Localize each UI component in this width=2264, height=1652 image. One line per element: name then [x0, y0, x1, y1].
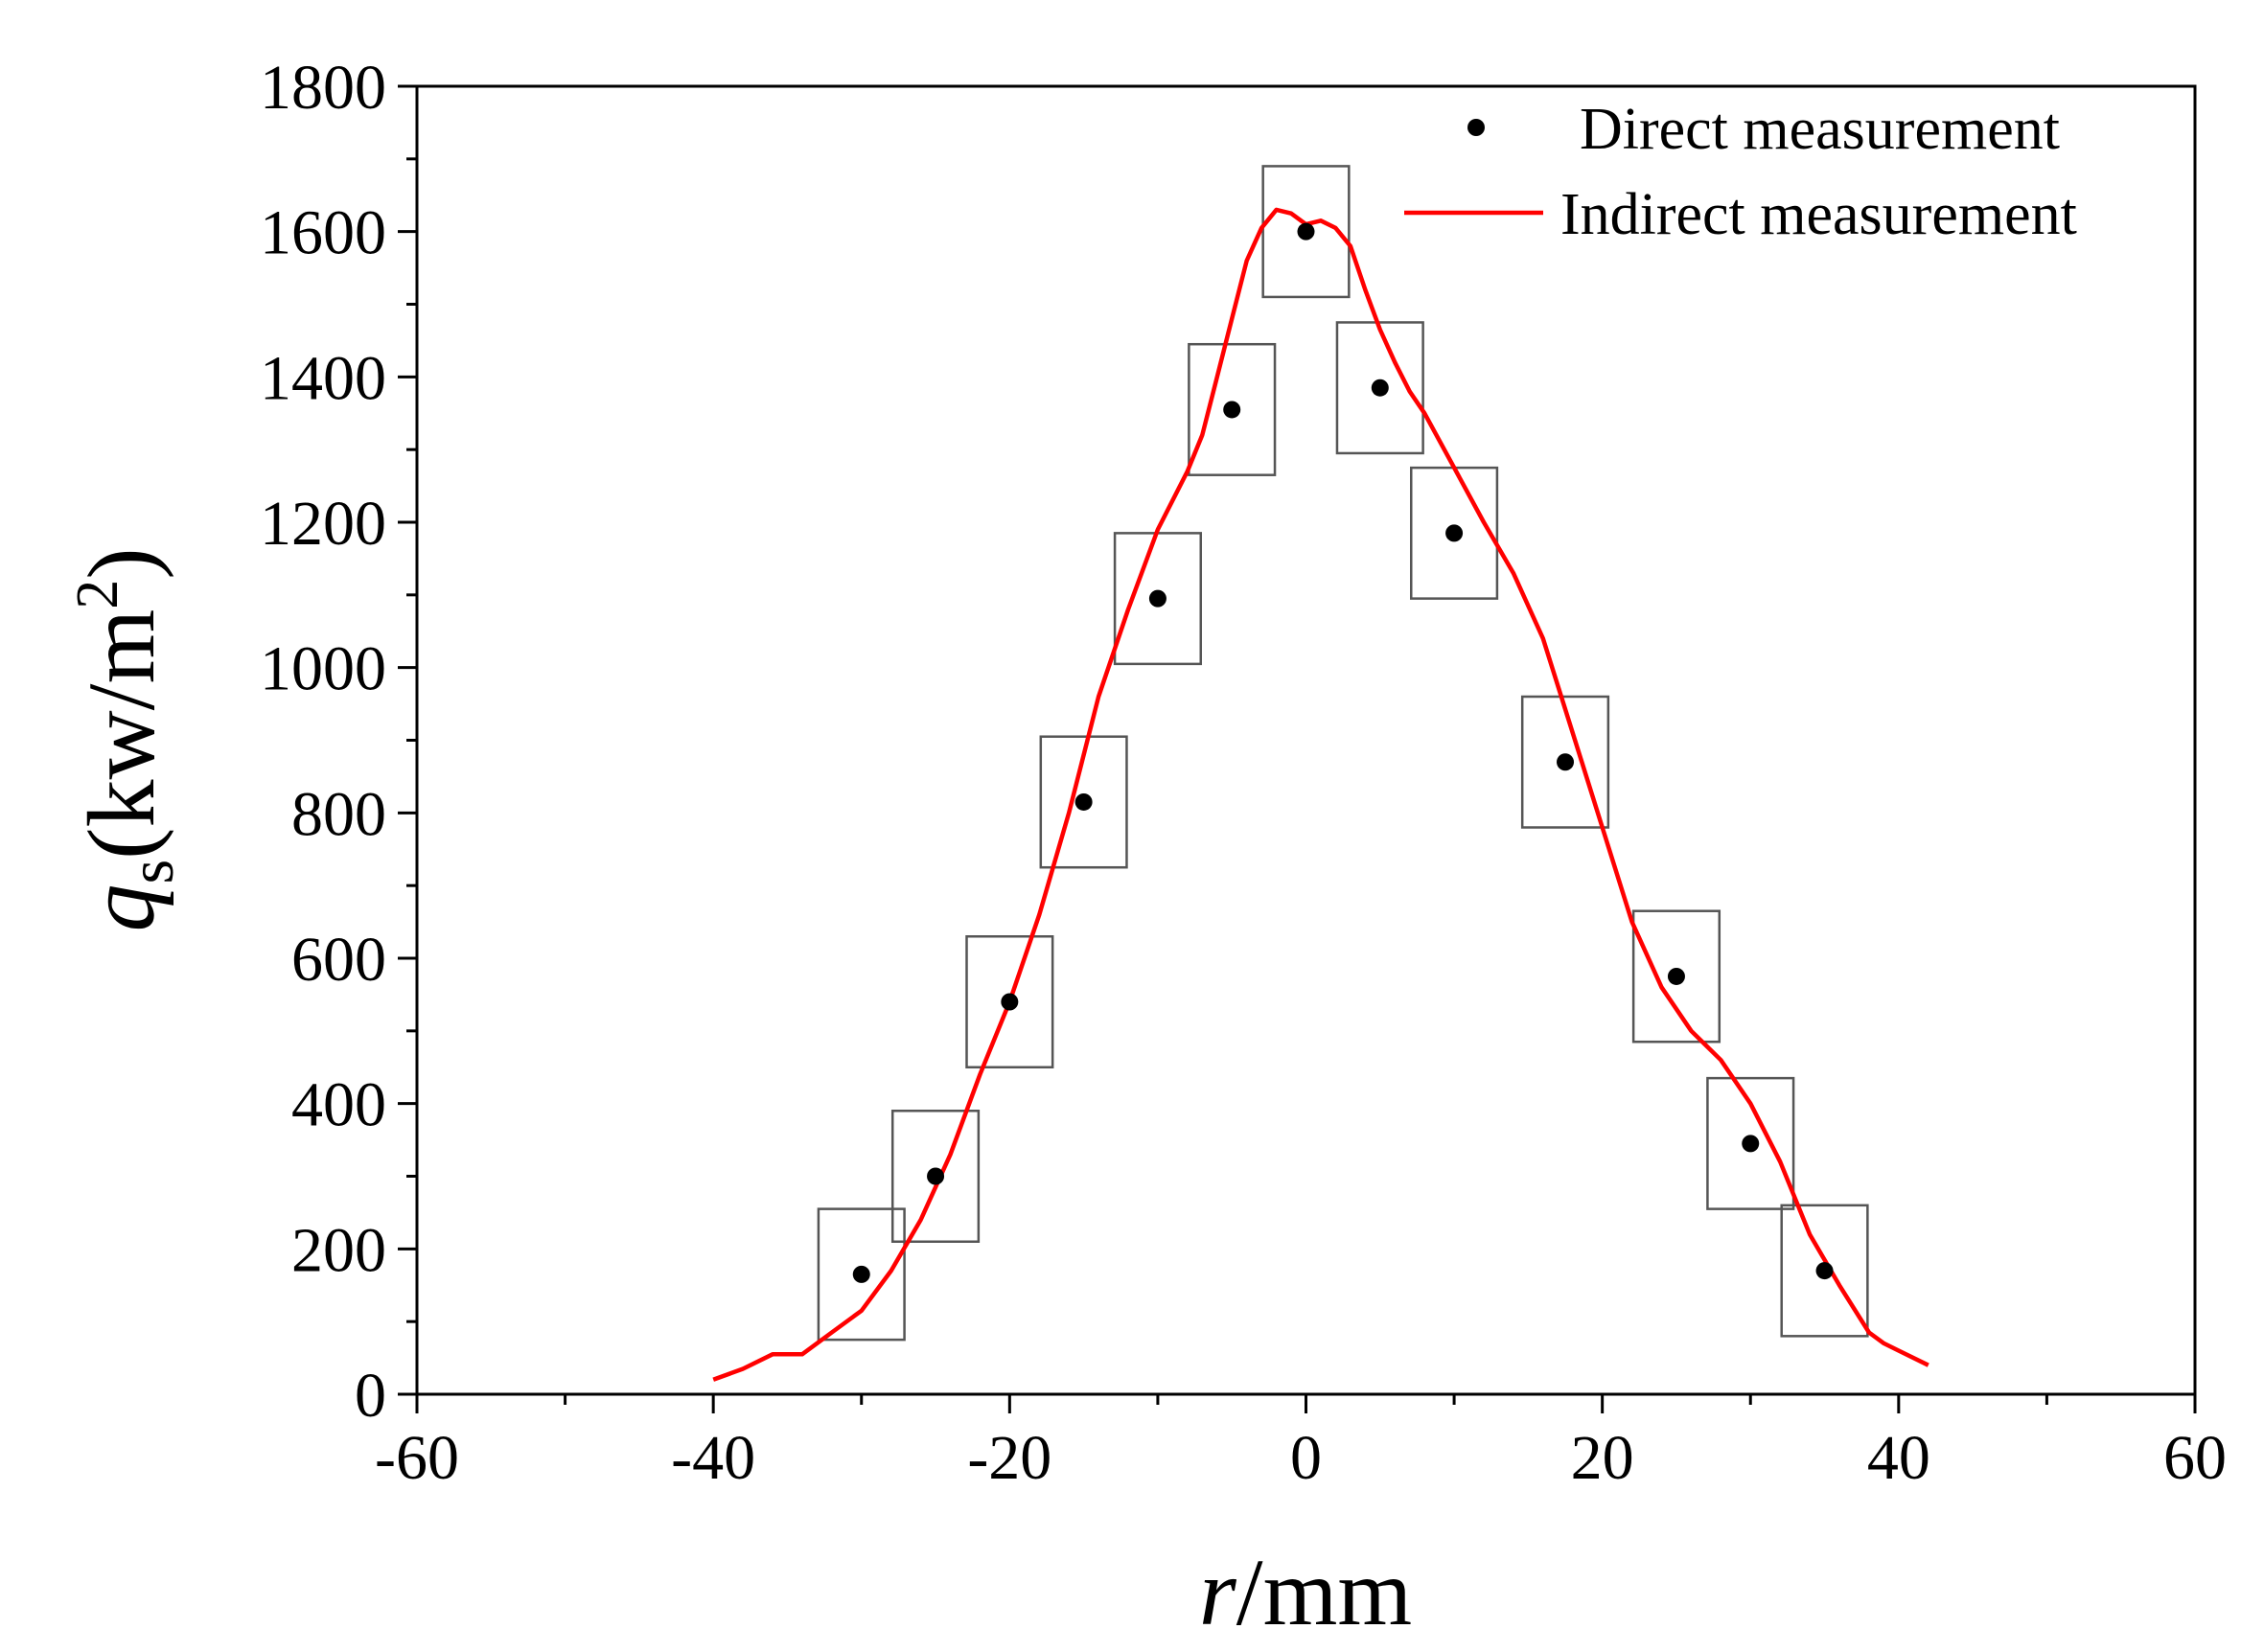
- x-tick-label: -60: [375, 1423, 459, 1493]
- y-tick-label: 800: [291, 779, 386, 849]
- direct-measurement-point: [1557, 753, 1575, 771]
- measurement-box: [1039, 735, 1128, 869]
- direct-measurement-point: [1148, 589, 1167, 608]
- measurement-box: [1706, 1076, 1795, 1210]
- direct-measurement-point: [1742, 1135, 1760, 1153]
- measurement-box: [1631, 909, 1721, 1044]
- measurement-box: [1780, 1204, 1869, 1338]
- direct-measurement-point: [852, 1265, 870, 1283]
- direct-measurement-point: [927, 1167, 945, 1185]
- x-tick-label: 40: [1867, 1423, 1930, 1493]
- x-axis-title: r/mm: [1199, 1539, 1412, 1645]
- y-axis-title: qs(kw/m2): [65, 547, 187, 931]
- direct-measurement-point: [1667, 967, 1685, 985]
- direct-measurement-point: [1001, 993, 1019, 1011]
- direct-measurement-point: [1371, 379, 1389, 397]
- x-tick-label: -40: [671, 1423, 755, 1493]
- legend-indirect-label: Indirect measurement: [1560, 182, 2077, 247]
- x-tick-label: 20: [1571, 1423, 1634, 1493]
- legend-direct-marker: [1467, 119, 1485, 136]
- y-tick-label: 0: [355, 1361, 386, 1431]
- measurement-box: [817, 1207, 906, 1342]
- y-tick-label: 200: [291, 1215, 386, 1285]
- x-tick-label: 0: [1290, 1423, 1322, 1493]
- x-tick-label: 60: [2163, 1423, 2227, 1493]
- measurement-box: [965, 935, 1054, 1068]
- measurement-boxes: [817, 165, 1869, 1342]
- y-tick-label: 1800: [260, 53, 386, 123]
- y-tick-label: 1600: [260, 198, 386, 268]
- tick-labels: -60 -40 -20 0 20 40 60020040060080010001200140…: [260, 53, 2227, 1493]
- direct-measurement-point: [1074, 792, 1093, 811]
- direct-measurement-point: [1445, 524, 1464, 542]
- y-tick-label: 400: [291, 1070, 386, 1140]
- legend-direct-label: Direct measurement: [1580, 97, 2060, 162]
- measurement-box: [1188, 342, 1277, 476]
- measurement-box: [1261, 165, 1351, 299]
- y-tick-label: 1200: [260, 489, 386, 559]
- direct-measurement-point: [1815, 1262, 1834, 1280]
- direct-measurement-point: [1297, 222, 1315, 241]
- x-tick-label: -20: [967, 1423, 1051, 1493]
- legend: Direct measurement Indirect measurement: [1404, 97, 2077, 247]
- indirect-measurement-line: [712, 207, 1929, 1382]
- measurement-box: [1520, 695, 1610, 829]
- y-tick-label: 600: [291, 925, 386, 995]
- measurement-box: [890, 1110, 981, 1243]
- axis-ticks: [398, 84, 2197, 1413]
- direct-measurement-points: [852, 222, 1834, 1283]
- y-tick-label: 1400: [260, 343, 386, 413]
- measurement-box: [1335, 321, 1424, 455]
- y-tick-label: 1000: [260, 634, 386, 704]
- direct-measurement-point: [1223, 401, 1241, 419]
